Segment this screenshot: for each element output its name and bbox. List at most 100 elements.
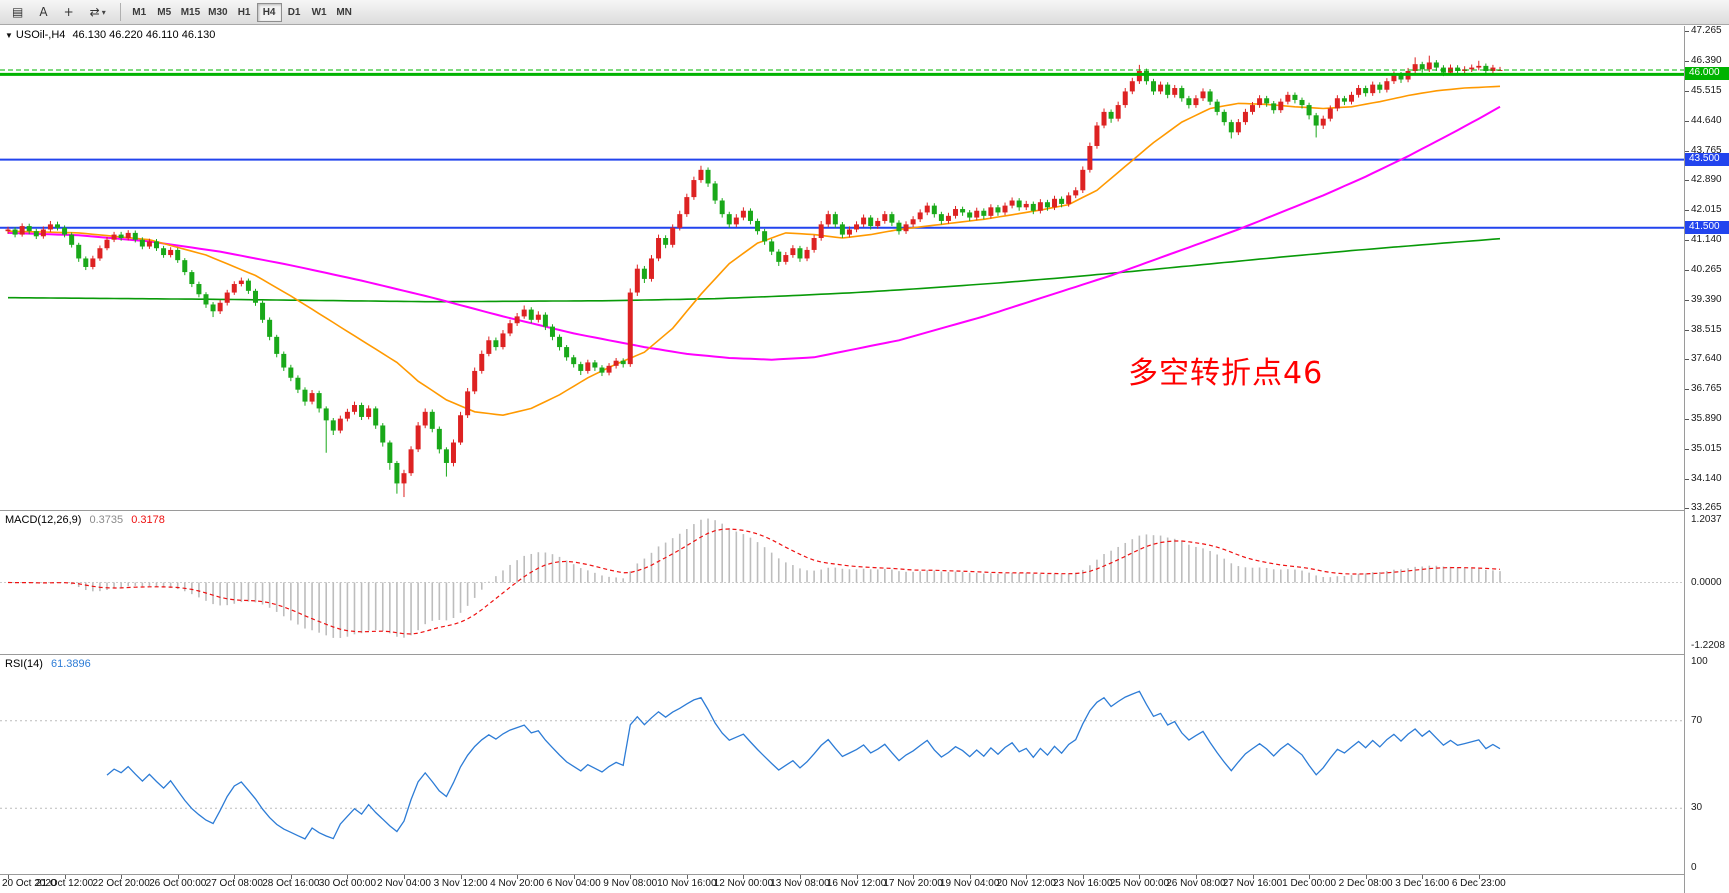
- timeframe-button-MN[interactable]: MN: [332, 3, 357, 22]
- timeframe-group: M1 M5 M15 M30 H1 H4 D1 W1 MN: [127, 2, 357, 22]
- time-axis-label: 20 Nov 12:00: [996, 878, 1056, 889]
- rsi-axis-label: 70: [1691, 714, 1703, 726]
- cursor-a-icon[interactable]: A: [32, 2, 54, 22]
- time-axis-label: 1 Dec 00:00: [1282, 878, 1337, 889]
- price-axis-label: 47.265: [1691, 25, 1722, 37]
- price-axis-label: 35.890: [1691, 412, 1722, 424]
- time-tick: [177, 875, 179, 879]
- time-axis-label: 6 Dec 23:00: [1451, 878, 1506, 889]
- time-tick: [64, 875, 66, 879]
- time-tick: [686, 875, 688, 879]
- price-axis-label: 42.015: [1691, 204, 1722, 216]
- axis-tick: [1685, 448, 1689, 450]
- timeframe-button-M30[interactable]: M30: [204, 3, 231, 22]
- time-tick: [630, 875, 632, 879]
- crosshair-icon[interactable]: +: [57, 2, 81, 22]
- timeframe-button-W1[interactable]: W1: [307, 3, 332, 22]
- axis-tick: [1685, 120, 1689, 122]
- chart-annotation-text[interactable]: 多空转折点46: [1128, 356, 1324, 391]
- time-tick: [121, 875, 123, 879]
- time-axis-label: 10 Nov 16:00: [657, 878, 717, 889]
- time-axis-label: 6 Nov 04:00: [546, 878, 601, 889]
- price-tag-41.500: 41.500: [1685, 220, 1729, 234]
- axis-tick: [1685, 478, 1689, 480]
- time-axis-label: 3 Nov 12:00: [433, 878, 488, 889]
- rsi-axis-label: 100: [1691, 656, 1708, 667]
- axis-tick: [1685, 150, 1689, 152]
- time-axis-label: 4 Nov 20:00: [490, 878, 545, 889]
- axis-tick: [1685, 329, 1689, 331]
- time-axis-label: 20 Oct 2020: [2, 878, 57, 889]
- time-tick: [1252, 875, 1254, 879]
- rsi-label: RSI(14): [5, 658, 43, 670]
- symbol-header: ▼ USOil-,H4 46.130 46.220 46.110 46.130: [5, 29, 215, 41]
- price-tag-46.000: 46.000: [1685, 67, 1729, 81]
- chart-window: 20 Oct 2020 21 Oct 12:00 22 Oct 20:00 26 Oc…: [0, 25, 1729, 893]
- rsi-value: 61.3896: [50, 658, 91, 670]
- time-axis-label: 27 Oct 08:00: [205, 878, 263, 889]
- price-axis-label: 38.515: [1691, 323, 1722, 335]
- timeframe-button-H4[interactable]: H4: [256, 2, 282, 22]
- rsi-axis-label: 30: [1691, 802, 1703, 814]
- axis-tick: [1685, 299, 1689, 301]
- time-tick: [856, 875, 858, 879]
- chart-cycle-glyph: ⇄: [89, 5, 100, 19]
- time-axis-label: 12 Nov 00:00: [713, 878, 774, 889]
- timeframe-button-H1[interactable]: H1: [232, 3, 257, 22]
- timeframe-button-M1[interactable]: M1: [127, 3, 152, 22]
- price-axis-label: 39.390: [1691, 293, 1722, 305]
- time-tick: [913, 875, 915, 879]
- time-tick: [969, 875, 971, 879]
- axis-tick: [1685, 180, 1689, 182]
- time-axis-label: 26 Nov 08:00: [1166, 878, 1226, 889]
- price-axis-label: 34.140: [1691, 472, 1722, 484]
- rsi-pane[interactable]: [0, 654, 1684, 874]
- axis-tick: [1685, 359, 1689, 361]
- axis-tick: [1685, 90, 1689, 92]
- price-axis-label: 40.265: [1691, 263, 1722, 275]
- axis-tick: [1685, 240, 1689, 242]
- timeframe-button-D1[interactable]: D1: [282, 3, 307, 22]
- time-tick: [8, 875, 9, 879]
- rsi-axis-label: 0: [1691, 862, 1697, 873]
- price-axis-label: 33.265: [1691, 502, 1722, 514]
- time-tick: [799, 875, 801, 879]
- macd-main-value: 0.3735: [89, 514, 124, 526]
- macd-axis-label: -1.2208: [1691, 640, 1725, 651]
- price-axis-label: 36.765: [1691, 383, 1722, 395]
- chart-grid-icon[interactable]: ▤: [5, 2, 30, 22]
- time-axis-label: 27 Nov 16:00: [1222, 878, 1283, 889]
- ohlc-values: 46.130 46.220 46.110 46.130: [72, 29, 216, 41]
- time-axis-label: 3 Dec 16:00: [1395, 878, 1450, 889]
- axis-tick: [1685, 269, 1689, 271]
- time-axis-label: 23 Nov 16:00: [1053, 878, 1113, 889]
- time-tick: [743, 875, 745, 879]
- dropdown-arrow-icon: ▾: [101, 7, 106, 17]
- time-axis: 20 Oct 2020 21 Oct 12:00 22 Oct 20:00 26 Oc…: [0, 874, 1684, 893]
- timeframe-button-M15[interactable]: M15: [177, 3, 204, 22]
- price-axis-label: 43.765: [1691, 144, 1722, 156]
- price-axis-label: 35.015: [1691, 442, 1722, 454]
- time-tick: [1026, 875, 1028, 879]
- time-tick: [1139, 875, 1141, 879]
- time-tick: [1195, 875, 1197, 879]
- time-tick: [403, 875, 405, 879]
- time-tick: [290, 875, 292, 879]
- time-tick: [517, 875, 519, 879]
- time-axis-label: 17 Nov 20:00: [883, 878, 943, 889]
- chart-cycle-icon[interactable]: ⇄ ▾: [83, 2, 113, 22]
- time-tick: [234, 875, 236, 879]
- macd-axis-label: 1.2037: [1691, 514, 1722, 525]
- main-price-pane[interactable]: [0, 26, 1684, 510]
- price-axis-label: 44.640: [1691, 114, 1722, 126]
- time-axis-label: 26 Oct 00:00: [149, 878, 207, 889]
- time-axis-label: 2 Dec 08:00: [1338, 878, 1393, 889]
- time-tick: [460, 875, 462, 879]
- time-tick: [1422, 875, 1424, 879]
- macd-pane[interactable]: [0, 510, 1684, 654]
- time-tick: [1309, 875, 1311, 879]
- timeframe-button-M5[interactable]: M5: [152, 3, 177, 22]
- price-axis-label: 45.515: [1691, 84, 1722, 96]
- macd-header: MACD(12,26,9) 0.3735 0.3178: [5, 514, 165, 526]
